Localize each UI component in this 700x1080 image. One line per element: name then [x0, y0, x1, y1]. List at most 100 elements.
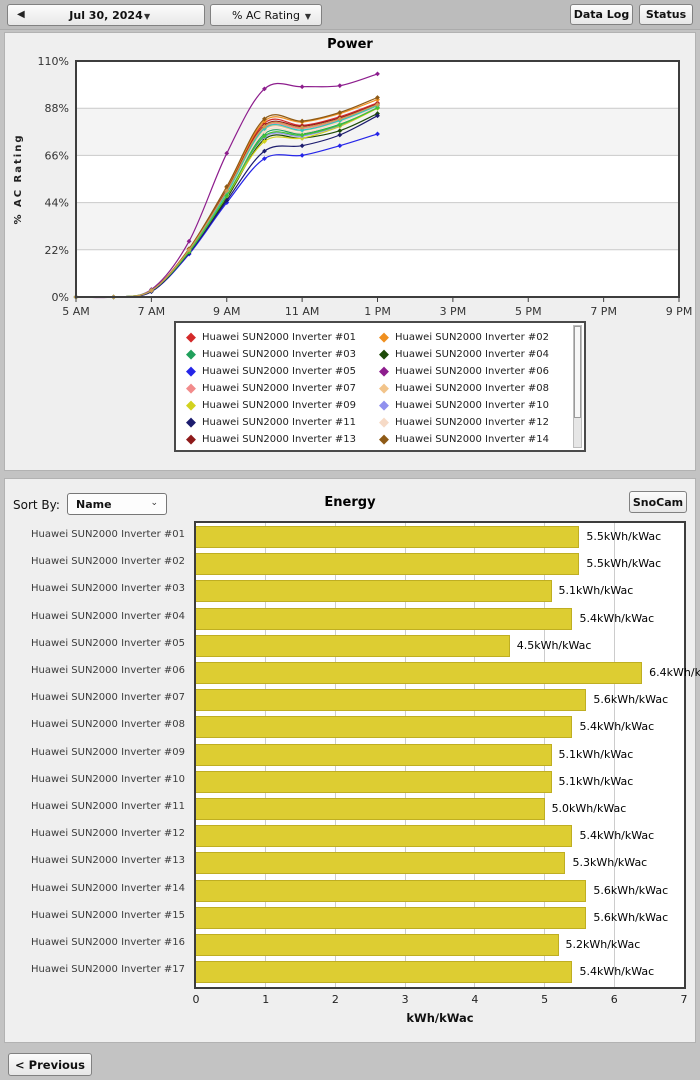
legend-diamond-marker-icon: ◆: [186, 347, 196, 362]
x-tick-label: 7 AM: [138, 305, 166, 318]
y-tick-label: 0%: [52, 291, 69, 304]
y-axis-title: % AC Rating: [13, 134, 24, 225]
snocam-button[interactable]: SnoCam: [629, 491, 687, 513]
energy-bar-value: 6.4kWh/kWac: [649, 666, 700, 679]
energy-row-label: Huawei SUN2000 Inverter #05: [31, 637, 185, 649]
y-tick-label: 88%: [45, 102, 69, 115]
energy-x-tick-label: 1: [262, 993, 270, 1006]
energy-chart-title: Energy: [324, 495, 376, 510]
data-log-button[interactable]: Data Log: [570, 4, 633, 25]
legend-item[interactable]: ◆ Huawei SUN2000 Inverter #06: [379, 363, 566, 380]
energy-bar: [196, 852, 566, 875]
top-toolbar: ◀ Jul 30, 2024 ▼ % AC Rating ▼ Data Log …: [0, 0, 700, 30]
data-point-marker: [262, 139, 267, 144]
energy-bar-value: 5.4kWh/kWac: [579, 829, 655, 843]
legend-item[interactable]: ◆ Huawei SUN2000 Inverter #03: [186, 346, 373, 363]
energy-bar-value: 5.1kWh/kWac: [558, 584, 634, 598]
energy-x-tick-label: 7: [680, 993, 688, 1006]
legend-item[interactable]: ◆ Huawei SUN2000 Inverter #05: [186, 363, 373, 380]
energy-bar-value: 5.1kWh/kWac: [558, 774, 634, 788]
energy-bar-value: 5.6kWh/kWac: [593, 883, 669, 897]
chevron-down-icon: ⌄: [150, 498, 158, 508]
legend-label: Huawei SUN2000 Inverter #04: [395, 349, 549, 360]
chevron-down-icon: ▼: [144, 12, 151, 21]
energy-bar-value: 5.5kWh/kWac: [586, 530, 662, 543]
energy-row-label: Huawei SUN2000 Inverter #07: [31, 692, 185, 704]
legend-item[interactable]: ◆ Huawei SUN2000 Inverter #12: [379, 414, 566, 431]
data-point-marker: [262, 86, 267, 92]
energy-bar-value: 5.4kWh/kWac: [579, 965, 655, 979]
data-point-marker: [375, 113, 380, 119]
status-button[interactable]: Status: [639, 4, 693, 25]
energy-bar-value: 5.5kWh/kWac: [586, 557, 662, 571]
energy-bar: [196, 580, 552, 603]
energy-x-tick-label: 4: [471, 993, 479, 1006]
power-chart-title: Power: [327, 37, 373, 52]
legend-item[interactable]: ◆ Huawei SUN2000 Inverter #10: [379, 397, 566, 414]
power-line-chart: 5 AM 7 AM 9 AM 11 AM 1 PM 3 PM 5 PM 7 PM 9 PM 0% 2…: [13, 55, 692, 318]
data-point-marker: [299, 143, 305, 149]
legend-item[interactable]: ◆ Huawei SUN2000 Inverter #14: [379, 431, 566, 448]
energy-bar-value: 5.4kWh/kWac: [579, 611, 655, 625]
legend-item[interactable]: ◆ Huawei SUN2000 Inverter #09: [186, 397, 373, 414]
legend-label: Huawei SUN2000 Inverter #07: [202, 383, 356, 394]
energy-bar-value: 5.3kWh/kWac: [572, 856, 648, 870]
legend-item[interactable]: ◆ Huawei SUN2000 Inverter #02: [379, 329, 566, 346]
back-arrow-icon[interactable]: ◀: [17, 9, 25, 20]
plot-band: [76, 202, 679, 250]
energy-row-label: Huawei SUN2000 Inverter #13: [31, 855, 185, 867]
energy-bar-value: 5.2kWh/kWac: [565, 938, 641, 951]
energy-bar: [196, 634, 510, 657]
data-point-marker: [224, 188, 230, 194]
energy-row-label: Huawei SUN2000 Inverter #16: [31, 937, 185, 948]
status-label: Status: [645, 8, 687, 21]
y-tick-label: 44%: [45, 197, 69, 210]
x-tick-label: 7 PM: [590, 305, 617, 318]
metric-selector-dropdown[interactable]: % AC Rating ▼: [210, 4, 322, 26]
legend-diamond-marker-icon: ◆: [379, 398, 389, 413]
data-point-marker: [337, 143, 343, 149]
data-point-marker: [262, 133, 267, 139]
legend-diamond-marker-icon: ◆: [379, 330, 389, 345]
date-selector-button[interactable]: ◀ Jul 30, 2024 ▼: [7, 4, 205, 26]
previous-page-button[interactable]: < Previous: [8, 1053, 92, 1076]
legend-item[interactable]: ◆ Huawei SUN2000 Inverter #08: [379, 380, 566, 397]
legend-diamond-marker-icon: ◆: [379, 415, 389, 430]
data-point-marker: [186, 247, 192, 253]
legend-scrollbar-thumb[interactable]: [574, 326, 581, 418]
legend-item[interactable]: ◆ Huawei SUN2000 Inverter #01: [186, 329, 373, 346]
energy-x-axis-title: kWh/kWac: [406, 1011, 474, 1025]
data-log-label: Data Log: [573, 8, 630, 21]
energy-bar: [196, 906, 587, 929]
legend-item[interactable]: ◆ Huawei SUN2000 Inverter #07: [186, 380, 373, 397]
x-tick-label: 5 AM: [62, 305, 90, 318]
legend-item[interactable]: ◆ Huawei SUN2000 Inverter #04: [379, 346, 566, 363]
chevron-down-icon: ▼: [304, 12, 311, 21]
energy-gridline: [613, 523, 615, 987]
legend-item[interactable]: ◆ Huawei SUN2000 Inverter #13: [186, 431, 373, 448]
legend-label: Huawei SUN2000 Inverter #12: [395, 417, 549, 428]
data-point-marker: [299, 118, 305, 124]
energy-bar: [196, 526, 580, 548]
legend-label: Huawei SUN2000 Inverter #11: [202, 417, 356, 428]
legend-label: Huawei SUN2000 Inverter #06: [395, 366, 549, 377]
energy-bar: [196, 961, 573, 984]
x-tick-label: 1 PM: [364, 305, 391, 318]
sort-by-select[interactable]: Name ⌄: [67, 493, 167, 515]
data-point-marker: [337, 110, 343, 115]
power-panel: Power 5 AM 7 AM 9 AM 11 AM 1 PM 3 PM 5 PM 7 PM 9…: [4, 32, 696, 471]
energy-bar: [196, 716, 573, 739]
date-label: Jul 30, 2024: [69, 8, 143, 22]
energy-bar-chart-plot: 5.5kWh/kWac 5.5kWh/kWac 5.1kWh/kWac 5.4kWh/…: [194, 521, 700, 989]
energy-bar-value: 4.5kWh/kWac: [516, 638, 592, 652]
legend-scrollbar[interactable]: [573, 325, 582, 448]
legend-item[interactable]: ◆ Huawei SUN2000 Inverter #11: [186, 414, 373, 431]
y-tick-label: 22%: [45, 244, 69, 257]
energy-x-tick-label: 2: [331, 993, 339, 1006]
data-point-marker: [299, 84, 305, 90]
data-point-marker: [299, 127, 305, 133]
data-point-marker: [375, 102, 380, 107]
data-point-marker: [262, 124, 267, 129]
x-tick-label: 5 PM: [515, 305, 542, 318]
data-point-marker: [337, 83, 343, 89]
